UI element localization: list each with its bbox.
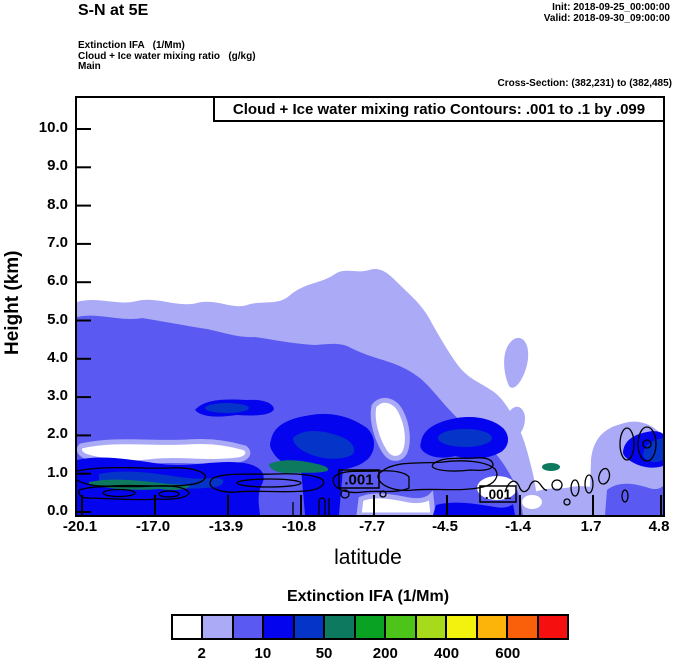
y-tick-label: 4.0: [47, 348, 68, 366]
x-tick-label: -1.4: [505, 518, 531, 535]
cross-section-coordinates: Cross-Section: (382,231) to (382,485): [497, 78, 672, 89]
field-line-1: Extinction IFA (1/Mm): [78, 40, 185, 51]
colorbar-cell: [508, 616, 539, 638]
colorbar-tick-label: 600: [495, 645, 521, 662]
field-line-3: Main: [78, 61, 101, 72]
field-descriptions: Extinction IFA (1/Mm) Cloud + Ice water …: [78, 40, 256, 73]
x-tick-label: -10.8: [281, 518, 317, 535]
y-tick-label: 9.0: [47, 157, 68, 175]
colorbar-cell: [477, 616, 509, 638]
axis-tick-marks: [77, 128, 662, 515]
x-tick-label: 1.7: [580, 518, 602, 535]
colorbar-cell: [173, 616, 204, 638]
y-tick-label: 7.0: [47, 233, 68, 251]
contour-label-text: .001: [485, 487, 512, 502]
x-tick-label: -20.1: [62, 518, 98, 535]
colorbar-cell: [264, 616, 295, 638]
x-tick-label: -13.9: [208, 518, 244, 535]
colorbar-cell: [447, 616, 478, 638]
y-tick-label: 1.0: [47, 463, 68, 481]
y-tick-label: 6.0: [47, 272, 68, 290]
contour-label-2: .001: [479, 485, 517, 503]
colorbar: [171, 614, 569, 640]
colorbar-tick-label: 10: [254, 645, 272, 662]
valid-time: Valid: 2018-09-30_09:00:00: [543, 13, 670, 24]
plot-area: .001 .001 Cloud + Ice water mixing ratio…: [75, 96, 665, 517]
x-tick-label: -7.7: [359, 518, 385, 535]
colorbar-tick-label: 50: [315, 645, 333, 662]
colorbar-tick-label: 400: [434, 645, 460, 662]
contour-info-box: Cloud + Ice water mixing ratio Contours:…: [213, 96, 665, 122]
colorbar-tick-label: 200: [372, 645, 398, 662]
y-tick-label: 8.0: [47, 195, 68, 213]
contour-label-1: .001: [338, 469, 380, 489]
x-tick-label: 4.8: [648, 518, 670, 535]
run-times: Init: 2018-09-25_00:00:00 Valid: 2018-09…: [544, 2, 670, 24]
x-tick-label: -4.5: [432, 518, 458, 535]
colorbar-cell: [233, 616, 265, 638]
y-tick-label: 10.0: [38, 119, 68, 136]
x-tick-label: -17.0: [135, 518, 171, 535]
colorbar-cell: [294, 616, 326, 638]
y-tick-label: 2.0: [47, 425, 68, 443]
colorbar-cell: [416, 616, 448, 638]
init-time: Init: 2018-09-25_00:00:00: [552, 2, 670, 13]
colorbar-title: Extinction IFA (1/Mm): [286, 588, 450, 605]
page-title: S-N at 5E: [78, 2, 149, 19]
contour-plot-canvas: .001 .001: [77, 128, 663, 515]
y-tick-label: 5.0: [47, 310, 68, 328]
y-tick-label: 0.0: [47, 502, 68, 519]
colorbar-tick-label: 2: [197, 645, 206, 662]
field-line-2: Cloud + Ice water mixing ratio (g/kg): [78, 50, 256, 62]
extinction-fill-teal: [88, 460, 560, 490]
x-axis-label: latitude: [334, 546, 402, 569]
colorbar-cell: [325, 616, 356, 638]
colorbar-cell: [355, 616, 387, 638]
contour-label-text: .001: [344, 472, 373, 489]
colorbar-cell: [386, 616, 417, 638]
y-tick-label: 3.0: [47, 387, 68, 405]
colorbar-cell: [203, 616, 234, 638]
colorbar-cell: [538, 616, 568, 638]
